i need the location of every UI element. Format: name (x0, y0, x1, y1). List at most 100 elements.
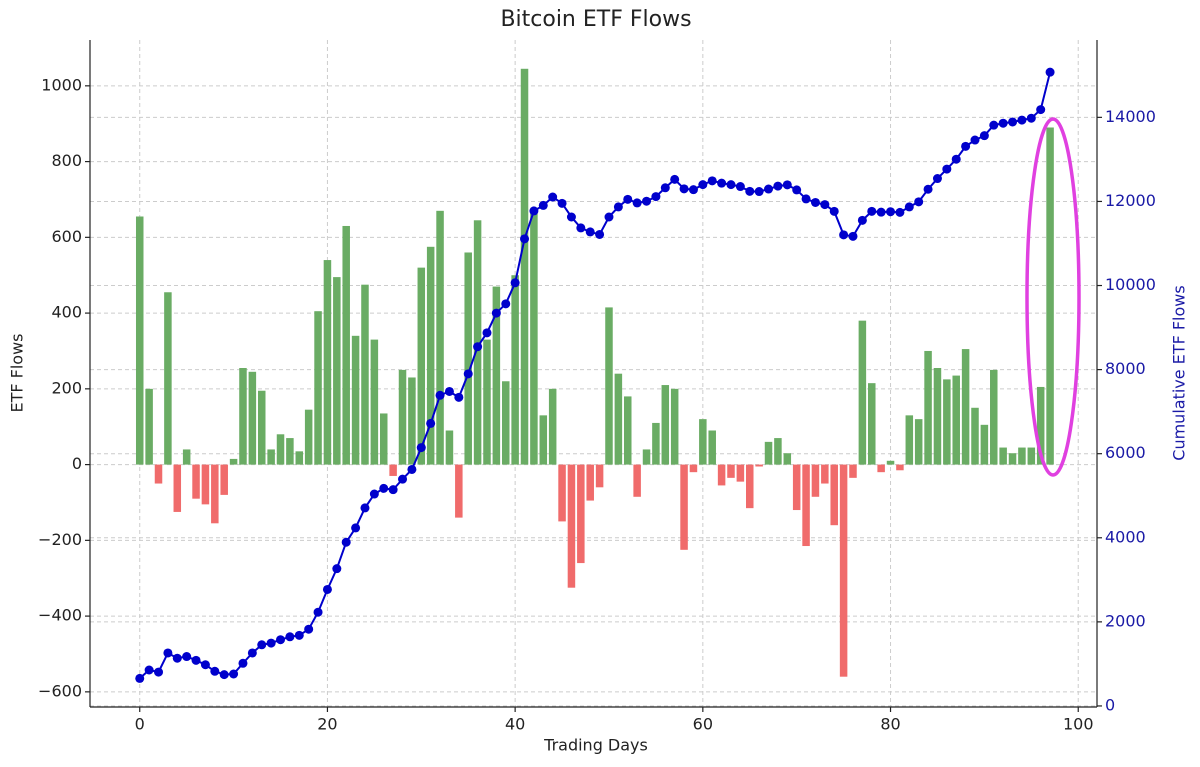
cumulative-point (341, 537, 351, 547)
cumulative-point (135, 673, 145, 683)
y-tick-label: 800 (51, 151, 82, 170)
bar (182, 449, 191, 465)
cumulative-point (660, 183, 670, 193)
cumulative-point (848, 231, 858, 241)
bar (670, 388, 679, 465)
cumulative-point (1036, 105, 1046, 115)
cumulative-point (726, 180, 736, 190)
cumulative-point (773, 181, 783, 191)
bar (483, 339, 491, 465)
bar (548, 388, 557, 465)
bar (990, 369, 998, 465)
cumulative-point (351, 523, 361, 533)
bar (220, 464, 228, 495)
bar (135, 216, 144, 465)
bar (501, 381, 510, 465)
cumulative-point (632, 198, 642, 208)
cumulative-point (388, 485, 398, 495)
cumulative-point (754, 187, 764, 197)
bar (248, 371, 257, 465)
cumulative-point (829, 206, 839, 216)
bar (436, 210, 444, 465)
bar (370, 339, 379, 465)
cumulative-point (576, 223, 586, 233)
bar (361, 284, 369, 465)
bar (633, 464, 641, 497)
bar (445, 430, 454, 465)
cumulative-point (548, 192, 558, 202)
cumulative-point (294, 630, 304, 640)
bar (971, 407, 979, 465)
cumulative-point (247, 648, 257, 658)
cumulative-point (604, 212, 614, 222)
cumulative-point (229, 669, 239, 679)
x-tick-label: 0 (135, 715, 145, 734)
bar (304, 409, 313, 465)
cumulative-point (510, 278, 520, 288)
bar (839, 464, 848, 677)
bar (267, 449, 275, 465)
cumulative-point (557, 198, 567, 208)
bar (276, 434, 285, 465)
bar (783, 453, 792, 465)
highlight-ellipse (1025, 117, 1081, 477)
bar (201, 464, 210, 505)
cumulative-point (172, 653, 182, 663)
bar (802, 464, 810, 547)
bar (257, 390, 266, 465)
cumulative-point (914, 197, 924, 207)
cumulative-point (1008, 117, 1018, 127)
cumulative-point (238, 658, 248, 668)
bar (164, 292, 172, 465)
cumulative-point (482, 328, 492, 338)
cumulative-point (613, 202, 623, 212)
bar (192, 464, 200, 499)
cumulative-point (538, 200, 548, 210)
bar (426, 246, 435, 465)
cumulative-point (501, 299, 511, 309)
cumulative-point (491, 308, 501, 318)
y2-tick-label: 0 (1105, 695, 1115, 714)
bar (577, 464, 585, 564)
bar (455, 464, 463, 518)
bar (999, 447, 1007, 465)
bar (229, 458, 238, 465)
bar (398, 369, 407, 465)
cumulative-point (182, 652, 192, 662)
y2-tick-label: 2000 (1105, 611, 1146, 630)
bar (821, 464, 829, 484)
bar (708, 430, 716, 465)
cumulative-point (642, 196, 652, 206)
cumulative-point (876, 207, 886, 217)
cumulative-point (154, 667, 164, 677)
bar (464, 252, 472, 465)
cumulative-point (1017, 115, 1027, 125)
cumulative-point (998, 118, 1008, 128)
cumulative-point (520, 234, 530, 244)
bar (1018, 447, 1026, 465)
cumulative-point (707, 176, 717, 186)
cumulative-point (191, 655, 201, 665)
cumulative-point (398, 474, 408, 484)
cumulative-point (717, 178, 727, 188)
cumulative-point (379, 483, 389, 493)
bar (914, 419, 923, 465)
cumulative-point (942, 164, 952, 174)
bar (830, 464, 838, 526)
cumulative-point (285, 632, 295, 642)
bar (605, 307, 613, 465)
cumulative-point (360, 503, 370, 513)
cumulative-point (257, 640, 267, 650)
bar (154, 464, 163, 484)
bar (943, 379, 951, 465)
cumulative-point (529, 206, 539, 216)
bar (746, 464, 754, 509)
bar (961, 349, 970, 465)
bar (558, 464, 566, 522)
cumulative-point (989, 120, 999, 130)
y2-tick-label: 14000 (1105, 107, 1156, 126)
bar (652, 422, 660, 465)
bar (351, 335, 360, 465)
bar (323, 260, 332, 465)
cumulative-point (679, 184, 689, 194)
